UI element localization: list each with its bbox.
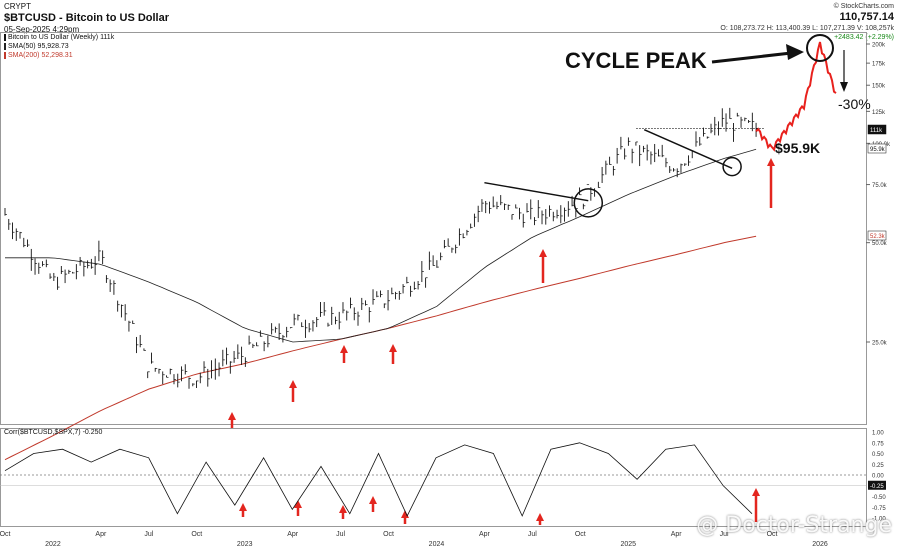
ohlc-readout: O: 108,273.72 H: 113,400.39 L: 107,271.3… <box>720 25 894 32</box>
corr-arrow-head <box>339 505 347 513</box>
price-panel-frame <box>0 32 867 425</box>
price-axis-tick-label: 50.0k <box>872 241 888 247</box>
time-axis-month-label: Apr <box>479 531 491 538</box>
time-axis-month-label: Oct <box>0 531 10 538</box>
time-axis-year-label: 2025 <box>620 541 636 548</box>
chart-date: 05-Sep-2025 4:29pm <box>4 25 80 34</box>
source-label: CRYPT <box>4 2 31 11</box>
price-badge <box>867 124 887 135</box>
legend-sma200: SMA(200) 52,298.31 <box>4 51 114 60</box>
price-target-label: $95.9K <box>775 140 820 156</box>
projection-line <box>755 41 837 152</box>
corr-arrow-head <box>536 513 544 521</box>
cycle-peak-arrow-head <box>786 44 804 60</box>
time-axis-month-label: Apr <box>671 531 683 538</box>
price-badge-label: 111k <box>870 128 883 134</box>
time-axis-year-label: 2024 <box>429 541 445 548</box>
chart-legend: Bitcoin to US Dollar (Weekly) 111k SMA(5… <box>4 33 114 60</box>
corr-axis-tick-label: 0.00 <box>872 474 884 480</box>
time-axis-year-label: 2023 <box>237 541 253 548</box>
chart-header-left: CRYPT $BTCUSD - Bitcoin to US Dollar 05-… <box>4 2 169 35</box>
trendline-2024 <box>484 181 589 202</box>
time-axis-month-label: Oct <box>191 531 202 538</box>
corr-axis-tick-label: -0.50 <box>872 495 886 501</box>
price-axis-tick-label: 125k <box>872 110 886 116</box>
corr-axis-tick-label: 1.00 <box>872 431 884 437</box>
watermark: @ Doctor-Strange <box>696 513 892 538</box>
time-axis-month-label: Jul <box>720 531 729 538</box>
corr-arrow-head <box>239 503 247 511</box>
drop-arrow-head <box>840 82 848 92</box>
correlation-label: Corr($BTCUSD,$SPX,7) -0.250 <box>4 429 103 436</box>
legend-price: Bitcoin to US Dollar (Weekly) 111k <box>4 33 114 42</box>
brand-label: © StockCharts.com <box>833 3 894 10</box>
cycle-peak-label: CYCLE PEAK <box>565 48 707 73</box>
corr-line <box>4 442 753 517</box>
sma50-line <box>5 148 757 343</box>
price-axis-tick-label: 200k <box>872 43 886 49</box>
price-badge <box>867 143 887 154</box>
last-price: 110,757.14 <box>839 11 894 23</box>
price-axis-tick-label: 25.0k <box>872 341 888 347</box>
price-axis-tick-label: 150k <box>872 84 886 90</box>
time-axis-month-label: Jul <box>336 531 345 538</box>
support-arrow-head <box>289 380 297 388</box>
price-axis-tick-label: 75.0k <box>872 183 888 189</box>
legend-sma50: SMA(50) 95,928.73 <box>4 42 114 51</box>
corr-axis-tick-label: -1.00 <box>872 517 886 523</box>
time-axis-year-label: 2022 <box>45 541 61 548</box>
corr-axis-tick-label: 0.50 <box>872 452 884 458</box>
cycle-peak-circle <box>806 34 834 62</box>
price-change: +2483.42 (+2.29%) <box>834 34 894 41</box>
breakout-circle-2024 <box>573 188 604 218</box>
sma200-line <box>4 235 757 461</box>
corr-axis-tick-label: -0.75 <box>872 506 886 512</box>
corr-badge-label: -0.25 <box>870 484 884 490</box>
time-axis-month-label: Apr <box>95 531 107 538</box>
time-axis-month-label: Apr <box>287 531 299 538</box>
cycle-peak-arrow-line <box>711 50 801 64</box>
price-badge-label: 95.9k <box>870 147 886 153</box>
time-axis-month-label: Jul <box>528 531 537 538</box>
correlation-panel-frame <box>0 428 867 527</box>
time-axis-month-label: Oct <box>767 531 778 538</box>
trendline-2025 <box>643 129 733 169</box>
drop-label: -30% <box>838 96 871 112</box>
time-axis-year-label: 2026 <box>812 541 828 548</box>
price-badge-label: 52.3k <box>870 234 886 240</box>
time-axis-month-label: Oct <box>575 531 586 538</box>
support-arrow-head <box>389 344 397 352</box>
time-axis-month-label: Oct <box>383 531 394 538</box>
price-badge <box>867 230 887 241</box>
support-arrow-head <box>539 249 547 257</box>
support-arrow-head <box>228 412 236 420</box>
price-axis-tick-label: 175k <box>872 62 886 68</box>
corr-arrow-head <box>369 496 377 504</box>
corr-axis-tick-label: 0.75 <box>872 441 884 447</box>
corr-arrow-head <box>752 488 760 496</box>
chart-header-right: © StockCharts.com 110,757.14 O: 108,273.… <box>720 2 894 42</box>
corr-badge <box>868 480 886 490</box>
breakout-circle-2025 <box>722 156 742 177</box>
support-arrow-head <box>340 345 348 353</box>
time-axis-month-label: Jul <box>144 531 153 538</box>
chart-title: $BTCUSD - Bitcoin to US Dollar <box>4 12 170 24</box>
corr-arrow-head <box>294 500 302 508</box>
corr-axis-tick-label: 0.25 <box>872 463 884 469</box>
support-arrow-head <box>767 158 775 166</box>
